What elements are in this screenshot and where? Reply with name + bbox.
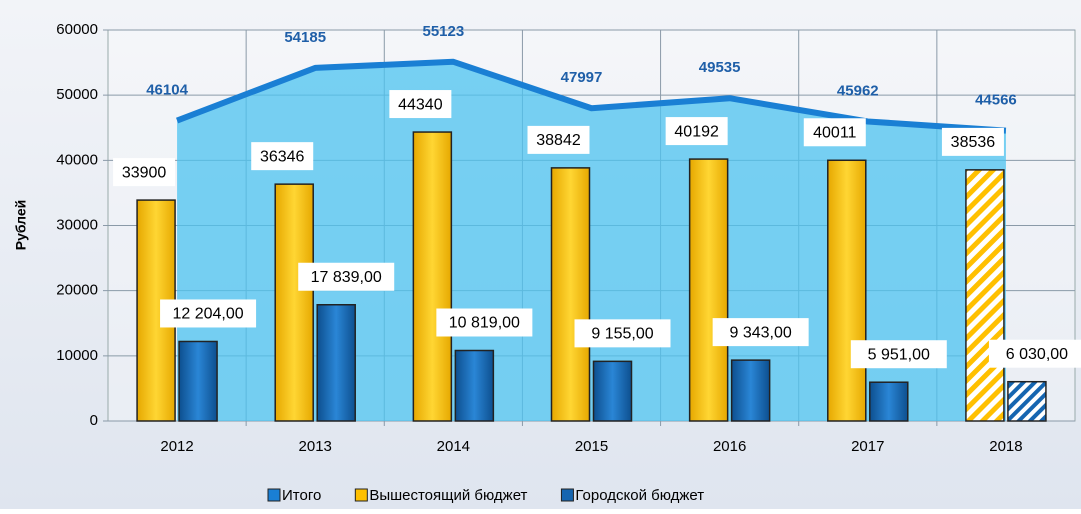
y-tick-label: 40000 [56,151,98,168]
x-tick-label: 2014 [437,438,470,455]
x-tick-label: 2012 [160,438,193,455]
legend-swatch [561,489,573,501]
bar [870,382,908,421]
bar [732,360,770,421]
x-tick-label: 2015 [575,438,608,455]
x-tick-label: 2016 [713,438,746,455]
x-tick-label: 2013 [299,438,332,455]
bar [966,170,1004,421]
y-tick-label: 20000 [56,282,98,299]
bar-value-label: 40192 [674,123,719,140]
y-tick-label: 0 [90,412,98,429]
bar [690,159,728,421]
area-value-label: 45962 [837,82,879,99]
area-value-label: 54185 [284,29,326,46]
area-value-label: 49535 [699,59,741,76]
legend-label: Вышестоящий бюджет [369,487,527,504]
bar [1008,382,1046,421]
legend-swatch [355,489,367,501]
area-value-label: 47997 [561,69,603,86]
bar [317,305,355,421]
bar-value-label: 6 030,00 [1006,346,1068,363]
legend-label: Итого [282,487,321,504]
bar [413,132,451,421]
y-tick-label: 60000 [56,21,98,38]
x-tick-label: 2018 [989,438,1022,455]
bar [179,341,217,421]
bar [828,160,866,421]
bar-value-label: 12 204,00 [172,306,243,323]
y-tick-label: 10000 [56,347,98,364]
bar-value-label: 9 155,00 [591,326,653,343]
bar [275,184,313,421]
bar-value-label: 17 839,00 [311,269,382,286]
area-value-label: 55123 [422,23,464,40]
legend-label: Городской бюджет [575,487,704,504]
area-value-label: 46104 [146,82,188,99]
bar-value-label: 40011 [813,124,856,141]
y-tick-label: 50000 [56,86,98,103]
y-tick-label: 30000 [56,216,98,233]
bar-value-label: 44340 [398,96,443,113]
bar-value-label: 36346 [260,148,305,165]
bar [594,361,632,421]
bar-value-label: 10 819,00 [449,315,520,332]
legend-swatch [268,489,280,501]
bar-value-label: 33900 [122,164,167,181]
bar [455,350,493,421]
y-axis-label: Рублей [13,200,29,251]
x-tick-label: 2017 [851,438,884,455]
bar-value-label: 38536 [951,134,996,151]
bar-value-label: 5 951,00 [868,346,930,363]
chart: Рублей 0 10000 20000 30000 40000 50000 60000 46… [0,0,1081,509]
bar-value-label: 38842 [536,132,581,149]
bar-value-label: 9 343,00 [730,324,792,341]
area-value-label: 44566 [975,92,1017,109]
bar [552,168,590,421]
